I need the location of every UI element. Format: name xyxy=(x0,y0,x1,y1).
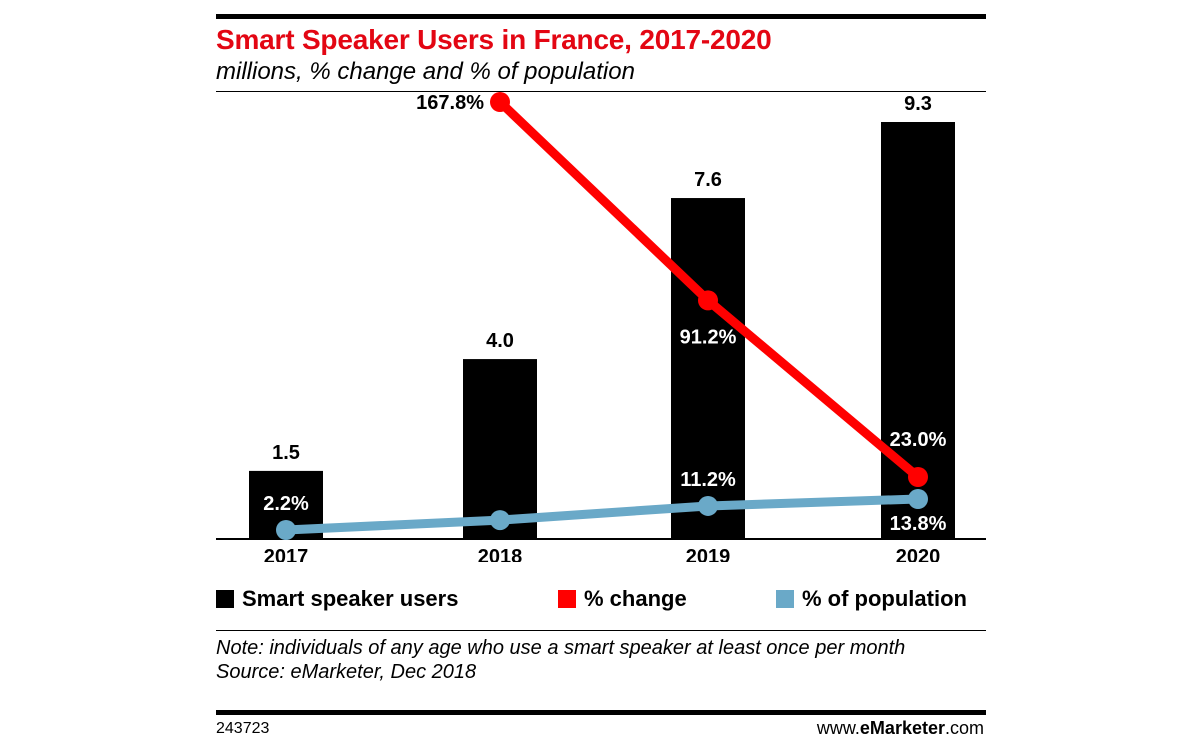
population-label-2017: 2.2% xyxy=(263,493,309,515)
source-text: Source: eMarketer, Dec 2018 xyxy=(216,661,477,683)
population-point-2017 xyxy=(276,520,296,540)
footnote: Note: individuals of any age who use a s… xyxy=(216,636,986,684)
title-rule xyxy=(216,91,986,92)
x-tick-2017: 2017 xyxy=(264,546,309,562)
bar-label-2017: 1.5 xyxy=(272,442,300,464)
note-text: Note: individuals of any age who use a s… xyxy=(216,637,906,659)
note-rule xyxy=(216,630,986,631)
change-point-2020 xyxy=(908,467,928,487)
population-label-2020: 13.8% xyxy=(890,513,947,535)
x-tick-2020: 2020 xyxy=(896,546,941,562)
legend-swatch-population xyxy=(776,590,794,608)
population-label-2018: 5.9% xyxy=(477,483,523,505)
legend-item-users: Smart speaker users xyxy=(216,586,458,612)
x-tick-2018: 2018 xyxy=(478,546,523,562)
change-point-2018 xyxy=(490,92,510,112)
population-point-2019 xyxy=(698,495,718,516)
chart-id: 243723 xyxy=(216,720,270,737)
bar-2018 xyxy=(463,359,537,538)
bar-label-2019: 7.6 xyxy=(694,169,722,191)
legend-item-change: % change xyxy=(558,586,687,612)
brand-suffix: .com xyxy=(944,718,984,738)
legend-swatch-change xyxy=(558,590,576,608)
bar-2019 xyxy=(671,198,745,538)
top-rule xyxy=(216,14,986,19)
change-point-2019 xyxy=(698,290,718,311)
brand-prefix: www. xyxy=(816,718,860,738)
population-line xyxy=(281,494,923,535)
population-point-2018 xyxy=(490,510,510,531)
population-point-2020 xyxy=(908,489,928,509)
x-axis-line xyxy=(216,538,986,540)
bar-label-2020: 9.3 xyxy=(904,93,932,115)
change-label-2019: 91.2% xyxy=(680,326,737,348)
brand-link[interactable]: www.eMarketer.com xyxy=(817,718,984,739)
change-label-2020: 23.0% xyxy=(890,429,947,451)
chart-subtitle: millions, % change and % of population xyxy=(216,58,635,85)
population-label-2019: 11.2% xyxy=(680,469,736,491)
bar-label-2018: 4.0 xyxy=(486,330,514,352)
legend-label-users: Smart speaker users xyxy=(242,586,459,611)
x-tick-2019: 2019 xyxy=(686,546,731,562)
legend-swatch-users xyxy=(216,590,234,608)
combo-chart: 1.5 4.0 7.6 9.3 2017 2018 2019 2020 167.8% 91.2% 2… xyxy=(216,92,986,562)
legend-item-population: % of population xyxy=(776,586,967,612)
bottom-rule xyxy=(216,710,986,715)
brand-name: eMarketer xyxy=(859,718,945,738)
legend: Smart speaker users % change % of popula… xyxy=(216,586,986,614)
legend-label-change: % change xyxy=(584,586,687,611)
chart-title: Smart Speaker Users in France, 2017-2020 xyxy=(216,24,772,55)
change-label-2018: 167.8% xyxy=(416,92,484,114)
legend-label-population: % of population xyxy=(802,586,967,611)
